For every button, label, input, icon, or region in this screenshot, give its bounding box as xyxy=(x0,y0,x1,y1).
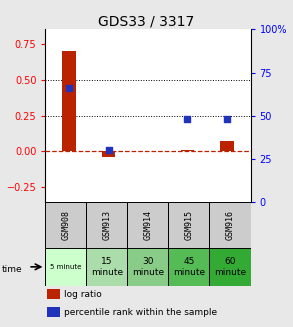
Point xyxy=(106,147,111,153)
Bar xyxy=(45,202,86,248)
Point xyxy=(224,116,229,122)
Text: GSM914: GSM914 xyxy=(144,210,152,240)
Text: 30
minute: 30 minute xyxy=(132,257,164,277)
Text: 45
minute: 45 minute xyxy=(173,257,205,277)
Bar xyxy=(47,289,60,299)
Text: GSM913: GSM913 xyxy=(103,210,111,240)
Text: 5 minute: 5 minute xyxy=(50,264,82,270)
Point xyxy=(67,85,71,91)
Bar xyxy=(86,202,127,248)
Bar xyxy=(86,248,127,286)
Text: GSM916: GSM916 xyxy=(226,210,234,240)
Bar xyxy=(168,202,209,248)
Text: time: time xyxy=(1,265,22,274)
Bar xyxy=(62,51,76,151)
Bar xyxy=(127,202,168,248)
Text: 60
minute: 60 minute xyxy=(214,257,246,277)
Bar xyxy=(127,248,168,286)
Text: GSM915: GSM915 xyxy=(185,210,193,240)
Point xyxy=(185,116,190,122)
Bar xyxy=(209,248,251,286)
Bar xyxy=(47,307,60,317)
Text: percentile rank within the sample: percentile rank within the sample xyxy=(64,308,217,317)
Text: GSM908: GSM908 xyxy=(62,210,70,240)
Bar xyxy=(45,248,86,286)
Text: log ratio: log ratio xyxy=(64,290,102,299)
Bar xyxy=(220,142,234,151)
Bar xyxy=(102,151,115,157)
Text: 15
minute: 15 minute xyxy=(91,257,123,277)
Bar xyxy=(209,202,251,248)
Bar xyxy=(180,150,194,151)
Bar xyxy=(168,248,209,286)
Text: GDS33 / 3317: GDS33 / 3317 xyxy=(98,15,195,29)
